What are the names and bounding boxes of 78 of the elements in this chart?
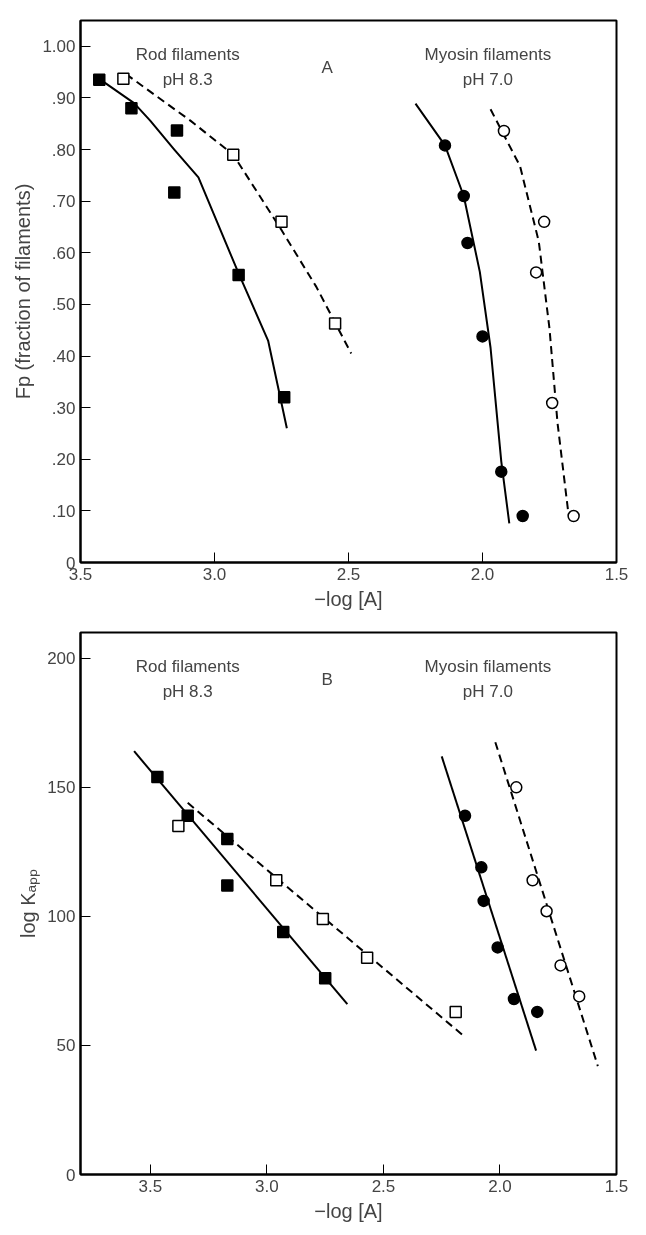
annotation: Rod filaments pH 8.3: [135, 656, 240, 701]
annotation: Myosin filaments pH 7.0: [424, 44, 552, 89]
point: [567, 509, 580, 523]
point: [277, 925, 290, 939]
point: [449, 1005, 462, 1019]
point: [438, 139, 452, 152]
point: [181, 809, 194, 822]
y-tick-label: .70: [51, 192, 76, 212]
y-tick-label: .30: [51, 398, 76, 418]
point: [227, 148, 240, 161]
annotation: A: [321, 58, 334, 78]
y-tick-label: .60: [51, 243, 76, 263]
point: [475, 861, 488, 874]
point: [125, 102, 138, 115]
point: [318, 972, 332, 985]
point: [221, 832, 234, 846]
point: [540, 905, 553, 918]
y-tick-label: 0: [66, 1165, 76, 1185]
y-tick-label: .90: [51, 88, 76, 108]
annotation: Rod filaments pH 8.3: [135, 44, 240, 89]
y-tick-label: 200: [47, 649, 76, 669]
point: [172, 819, 185, 833]
y-tick-label: .20: [51, 450, 76, 470]
point: [537, 215, 551, 229]
annotation: B: [321, 670, 333, 690]
point: [572, 990, 586, 1003]
point: [476, 330, 489, 343]
point: [507, 992, 521, 1006]
point: [477, 894, 490, 908]
x-axis-title: −log [A]: [314, 587, 383, 610]
point: [497, 124, 511, 138]
point: [457, 189, 470, 203]
point: [531, 1005, 544, 1019]
point: [526, 874, 539, 887]
point: [316, 912, 330, 926]
y-tick-label: 50: [56, 1036, 76, 1056]
y-tick-label: 150: [47, 778, 76, 798]
x-tick-label: 1.5: [604, 1176, 629, 1196]
x-tick-label: 2.5: [371, 1176, 396, 1196]
annotation: Myosin filaments pH 7.0: [424, 656, 552, 701]
point: [529, 266, 543, 279]
x-tick-label: 2.0: [488, 1176, 512, 1196]
point: [151, 770, 164, 784]
point: [554, 959, 567, 972]
y-tick-label: .10: [51, 501, 76, 521]
x-tick-label: 3.0: [202, 564, 227, 584]
point: [277, 391, 291, 404]
x-tick-label: 2.0: [470, 564, 495, 584]
point: [168, 186, 181, 199]
point: [93, 73, 106, 87]
point: [510, 781, 523, 794]
y-axis-title: log Kₐₚₚ: [17, 868, 41, 939]
x-axis-title: −log [A]: [314, 1199, 383, 1222]
x-tick-label: 3.5: [138, 1176, 163, 1196]
point: [461, 236, 474, 250]
line-series: [414, 102, 511, 525]
point: [221, 879, 234, 892]
point: [270, 874, 283, 887]
point: [170, 124, 184, 137]
point: [360, 951, 374, 964]
point: [328, 317, 342, 330]
x-tick-label: 2.5: [336, 564, 361, 584]
x-tick-label: 1.5: [604, 564, 629, 584]
y-tick-label: .40: [51, 347, 76, 367]
y-tick-label: .80: [51, 140, 76, 160]
point: [458, 809, 472, 822]
point: [275, 215, 288, 229]
point: [232, 268, 245, 282]
point: [117, 72, 130, 86]
y-tick-label: 1.00: [42, 37, 76, 57]
point: [495, 465, 508, 478]
point: [545, 396, 559, 410]
point: [516, 509, 529, 523]
y-axis-title: Fp (fraction of filaments): [12, 183, 35, 400]
y-tick-label: .50: [51, 295, 76, 315]
point: [491, 941, 504, 954]
y-tick-label: 100: [47, 907, 76, 927]
x-tick-label: 3.0: [255, 1176, 279, 1196]
